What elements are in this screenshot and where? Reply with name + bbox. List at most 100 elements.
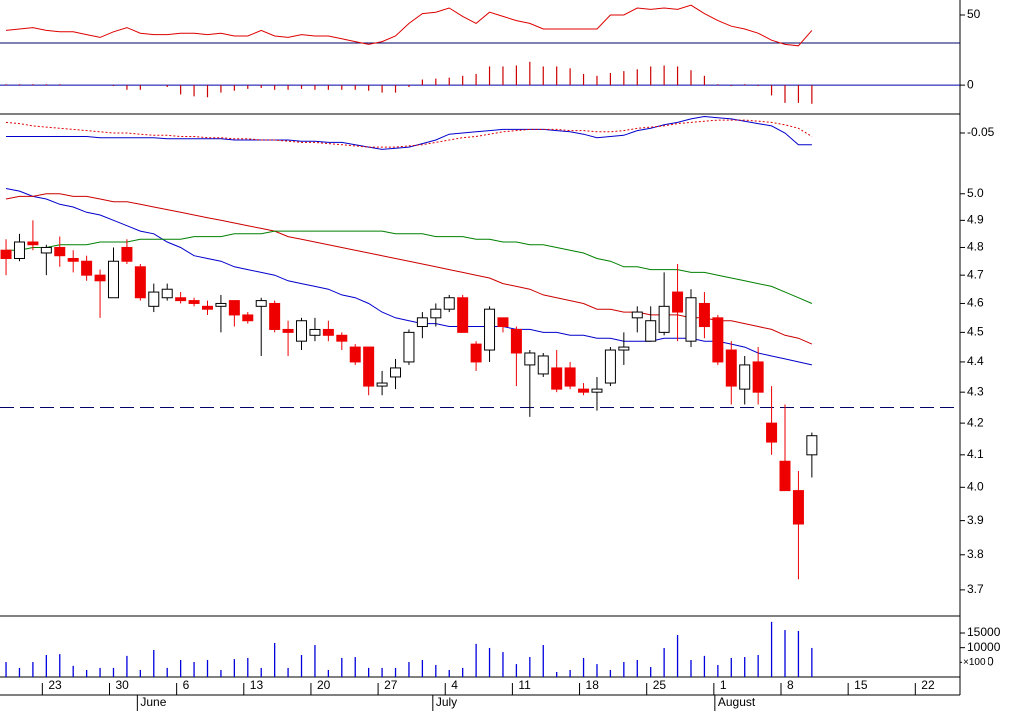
candle-body xyxy=(779,460,791,492)
x-tick-label: 11 xyxy=(518,678,531,692)
y-tick-label: 4.1 xyxy=(967,447,984,461)
candle-body xyxy=(484,308,496,351)
candle-body xyxy=(349,346,361,363)
y-tick-label: 50 xyxy=(967,7,981,21)
unit-label-bg xyxy=(962,655,988,669)
candle-body xyxy=(766,422,778,443)
x-tick-label: 8 xyxy=(787,678,794,692)
x-tick-label: 1 xyxy=(720,678,727,692)
y-tick-label: 4.3 xyxy=(967,384,984,398)
unit-label: ×100 xyxy=(963,657,986,668)
y-tick-label: 0 xyxy=(967,77,974,91)
candle-body xyxy=(510,328,522,354)
candle-body xyxy=(40,246,52,254)
x-tick-label: 4 xyxy=(451,678,458,692)
candle-body xyxy=(497,317,509,328)
candle-body xyxy=(188,300,200,304)
y-tick-label: 4.2 xyxy=(967,415,984,429)
candle-body xyxy=(27,241,39,246)
x-tick-label: 6 xyxy=(183,678,190,692)
candle-body xyxy=(201,305,213,310)
candle-body xyxy=(322,328,334,336)
x-tick-label: 25 xyxy=(653,678,667,692)
candle-body xyxy=(0,249,12,259)
candle-body xyxy=(255,300,267,307)
y-tick-label: 15000 xyxy=(967,625,1001,639)
candle-body xyxy=(658,305,670,333)
y-tick-label: 4.7 xyxy=(967,267,984,281)
candle-body xyxy=(228,300,240,316)
candle-body xyxy=(336,334,348,342)
candle-body xyxy=(309,328,321,336)
candle-body xyxy=(698,302,710,328)
candle-body xyxy=(416,317,428,328)
x-tick-label: 15 xyxy=(854,678,868,692)
candle-body xyxy=(631,311,643,319)
x-tick-label: 22 xyxy=(921,678,935,692)
y-tick-label: 4.4 xyxy=(967,354,984,368)
x-tick-label: 18 xyxy=(586,678,600,692)
candle-body xyxy=(430,308,442,319)
candle-body xyxy=(215,302,227,307)
y-tick-label: 4.6 xyxy=(967,296,984,310)
month-label: July xyxy=(436,695,457,709)
x-tick-label: 27 xyxy=(384,678,398,692)
candle-body xyxy=(645,320,657,342)
y-tick-label: 4.0 xyxy=(967,479,984,493)
candle-body xyxy=(161,288,173,299)
candle-body xyxy=(457,297,469,333)
candle-body xyxy=(81,260,93,276)
candle-body xyxy=(443,297,455,310)
candle-body xyxy=(524,352,536,366)
candle-body xyxy=(403,331,415,363)
candle-body xyxy=(282,328,294,333)
y-tick-label: 3.9 xyxy=(967,513,984,527)
candle-body xyxy=(94,274,106,282)
candle-body xyxy=(390,367,402,378)
y-tick-label: 4.5 xyxy=(967,325,984,339)
rsi-line xyxy=(5,4,813,47)
candle-body xyxy=(712,317,724,363)
candle-body xyxy=(618,346,630,351)
month-label: August xyxy=(718,695,756,709)
candle-body xyxy=(13,241,25,259)
candle-body xyxy=(752,361,764,393)
candle-body xyxy=(296,320,308,342)
y-tick-label: 3.7 xyxy=(967,582,984,596)
y-tick-label: 5.0 xyxy=(967,186,984,200)
candle-body xyxy=(672,291,684,313)
candle-body xyxy=(269,302,281,330)
candle-body xyxy=(551,367,563,390)
candle-body xyxy=(67,257,79,262)
candle-body xyxy=(363,346,375,387)
x-tick-label: 20 xyxy=(317,678,331,692)
candle-body xyxy=(470,343,482,363)
y-tick-label: -0.05 xyxy=(967,125,995,139)
candle-body xyxy=(591,388,603,393)
y-tick-label: 3.8 xyxy=(967,547,984,561)
candle-body xyxy=(242,314,254,322)
candle-body xyxy=(685,297,697,342)
macd-line xyxy=(6,115,812,150)
y-tick-label: 10000 xyxy=(967,640,1001,654)
x-tick-label: 23 xyxy=(48,678,62,692)
y-tick-label: 4.8 xyxy=(967,240,984,254)
macd-line xyxy=(5,119,813,148)
x-tick-label: 30 xyxy=(115,678,129,692)
candle-body xyxy=(806,435,818,456)
candle-body xyxy=(148,291,160,307)
candle-body xyxy=(107,260,119,299)
candle-body xyxy=(725,349,737,387)
x-tick-label: 13 xyxy=(250,678,264,692)
candle-body xyxy=(792,490,804,525)
candle-body xyxy=(564,367,576,387)
candle-body xyxy=(537,355,549,375)
candle-body xyxy=(739,364,751,390)
candle-body xyxy=(376,382,388,387)
candle-body xyxy=(175,297,187,302)
candle-body xyxy=(604,349,616,384)
y-tick-label: 4.9 xyxy=(967,213,984,227)
